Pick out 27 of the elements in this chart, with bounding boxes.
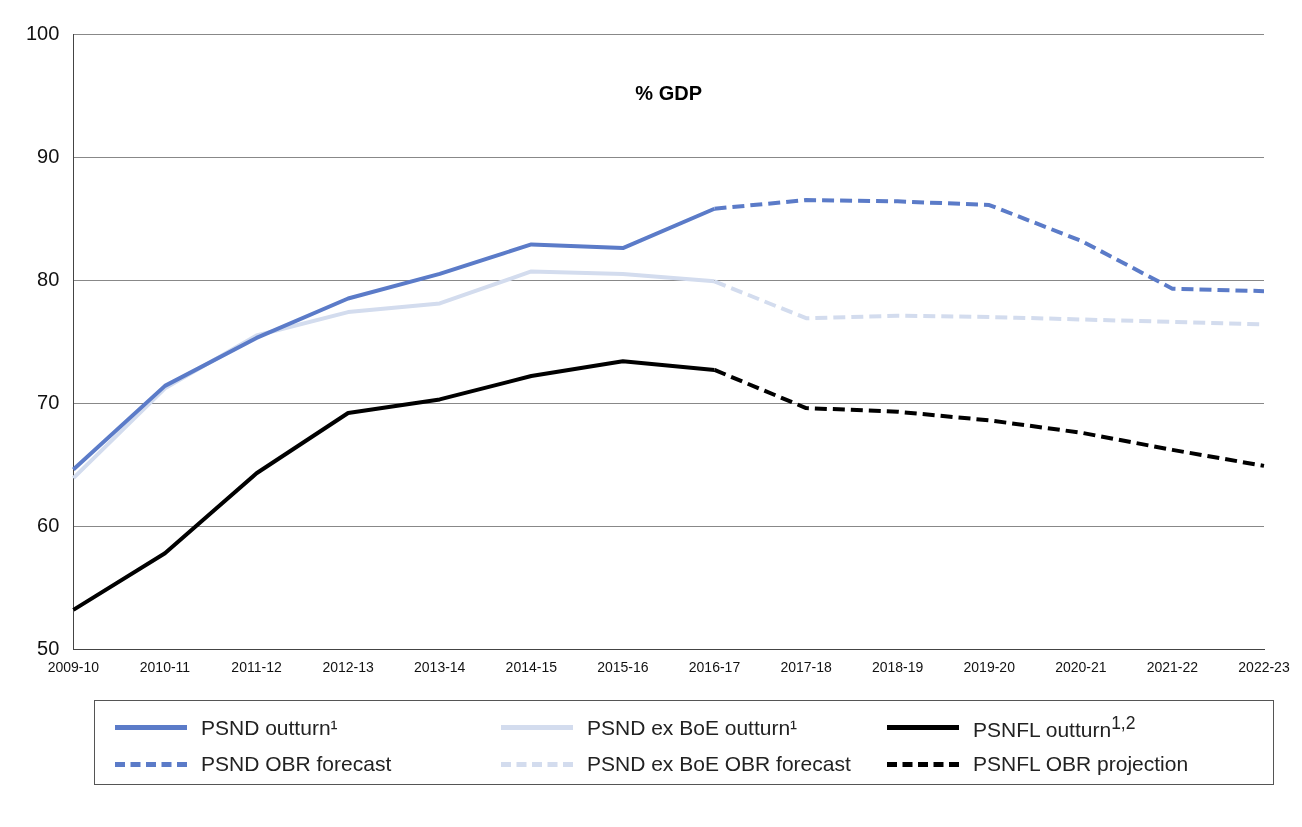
legend-label: PSNFL OBR projection (973, 752, 1189, 776)
legend-label: PSND outturn¹ (201, 715, 338, 740)
x-tick-label: 2011-12 (231, 659, 282, 676)
legend-label: PSND ex BoE outturn¹ (587, 715, 798, 740)
x-tick-label: 2020-21 (1055, 659, 1107, 676)
x-tick-label: 2019-20 (963, 659, 1016, 676)
x-tick-label: 2009-10 (47, 659, 100, 676)
x-tick-label: 2015-16 (597, 659, 649, 676)
x-tick-label: 2012-13 (322, 659, 375, 676)
x-tick-label: 2010-11 (139, 659, 191, 676)
x-tick-label: 2014-15 (505, 659, 558, 676)
y-tick-label: 80 (37, 267, 60, 290)
x-tick-label: 2016-17 (688, 659, 741, 676)
legend-label: PSND ex BoE OBR forecast (587, 752, 851, 776)
text: % GDP (635, 81, 703, 104)
y-tick-label: 60 (37, 513, 60, 536)
y-tick-label: 70 (37, 390, 60, 413)
x-tick-label: 2022-23 (1238, 659, 1290, 676)
x-tick-label: 2018-19 (871, 659, 924, 676)
legend-label: PSND OBR forecast (201, 752, 392, 776)
x-tick-label: 2017-18 (780, 659, 832, 676)
x-tick-label: 2013-14 (414, 659, 466, 676)
legend-label: PSNFL outturn$^{1,2}$ (973, 713, 1136, 742)
y-tick-label: 100 (25, 21, 60, 44)
y-tick-label: 90 (37, 144, 60, 167)
x-tick-label: 2021-22 (1146, 659, 1199, 676)
y-tick-label: 50 (37, 636, 60, 659)
